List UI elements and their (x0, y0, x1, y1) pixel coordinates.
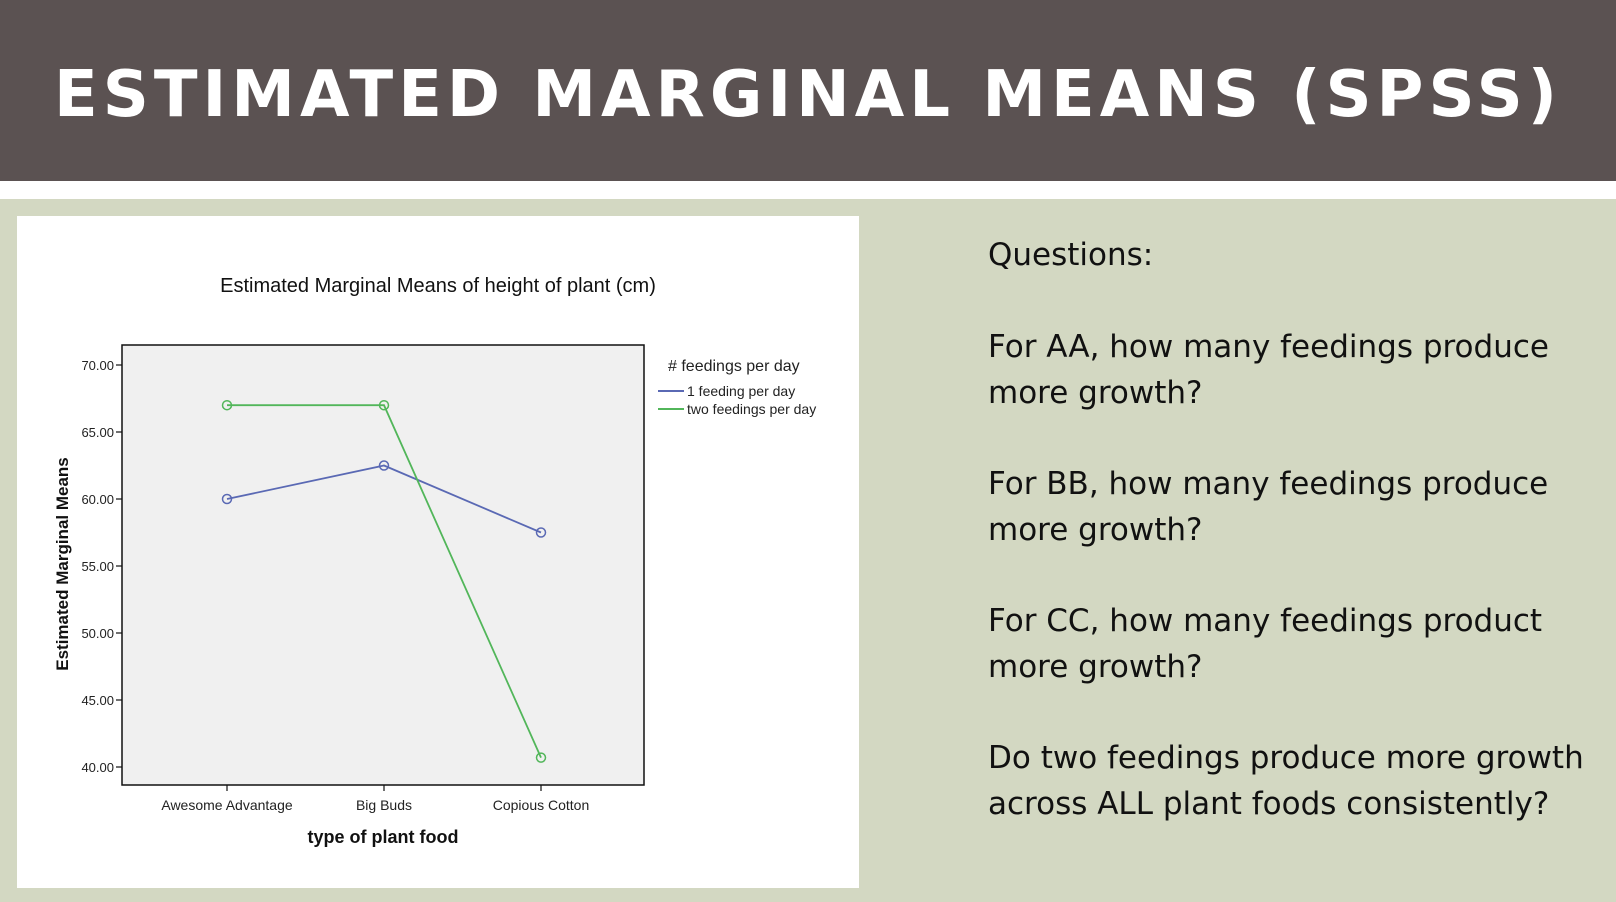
data-point (378, 399, 390, 411)
series-group (221, 399, 547, 763)
y-tick-label: 50.00 (81, 626, 114, 641)
chart-panel: Estimated Marginal Means of height of pl… (17, 216, 859, 888)
chart-title: Estimated Marginal Means of height of pl… (220, 275, 656, 297)
y-axis-label: Estimated Marginal Means (53, 457, 72, 671)
x-axis: Awesome Advantage Big Buds Copious Cotton (161, 785, 589, 813)
series-line-1 (226, 464, 542, 534)
x-tick-label: Copious Cotton (493, 797, 590, 813)
y-tick-label: 55.00 (81, 559, 114, 574)
chart: Estimated Marginal Means of height of pl… (53, 275, 816, 847)
y-tick-label: 60.00 (81, 492, 114, 507)
slide-title: ESTIMATED MARGINAL MEANS (SPSS) (54, 57, 1562, 132)
y-tick-label: 65.00 (81, 425, 114, 440)
data-point (378, 460, 390, 471)
question-cc: For CC, how many feedings product more g… (988, 603, 1543, 685)
slide-header: ESTIMATED MARGINAL MEANS (SPSS) (0, 0, 1616, 181)
legend-label: 1 feeding per day (687, 383, 795, 399)
plot-area (121, 344, 645, 786)
x-tick-label: Big Buds (356, 797, 412, 813)
data-point (535, 752, 547, 763)
question-consistency: Do two feedings produce more growth acro… (988, 740, 1584, 822)
x-axis-label: type of plant food (308, 827, 459, 847)
question-aa: For AA, how many feedings produce more g… (988, 329, 1549, 411)
y-tick-label: 45.00 (81, 693, 114, 708)
data-point (535, 527, 547, 538)
x-tick-label: Awesome Advantage (161, 797, 292, 813)
questions-heading: Questions: (988, 237, 1154, 273)
y-tick-label: 40.00 (81, 760, 114, 775)
series-line-2 (227, 404, 542, 758)
question-bb: For BB, how many feedings produce more g… (988, 466, 1549, 548)
y-tick-label: 70.00 (81, 358, 114, 373)
legend: 1 feeding per day two feedings per day (658, 383, 816, 417)
questions-panel: Questions: For AA, how many feedings pro… (988, 232, 1588, 872)
legend-title: # feedings per day (668, 358, 800, 375)
y-axis: 40.00 45.00 50.00 55.00 60.00 65.00 70.00 (81, 358, 122, 775)
data-point (221, 493, 233, 505)
data-point (221, 399, 233, 411)
legend-label: two feedings per day (687, 401, 816, 417)
header-divider (0, 181, 1616, 199)
